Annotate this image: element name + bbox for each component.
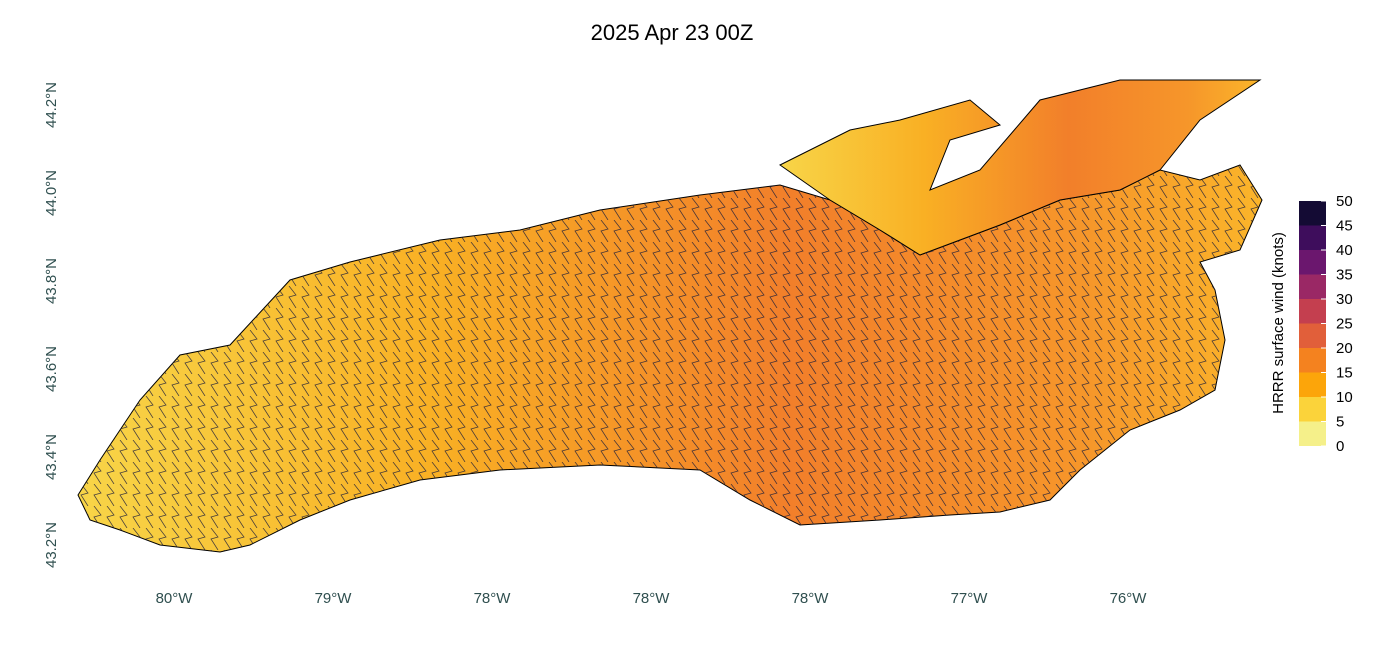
colorbar-band bbox=[1299, 348, 1326, 373]
x-axis-label: 78°W bbox=[633, 590, 671, 607]
lake bbox=[77, 79, 1263, 553]
colorbar-tick-label: 20 bbox=[1336, 340, 1353, 357]
x-axis-label: 78°W bbox=[474, 590, 512, 607]
x-axis-label: 76°W bbox=[1110, 590, 1148, 607]
y-axis-label: 43.4°N bbox=[43, 434, 60, 480]
map-title: 2025 Apr 23 00Z bbox=[591, 20, 754, 45]
colorbar-band bbox=[1299, 299, 1326, 324]
colorbar-tick-label: 45 bbox=[1336, 218, 1353, 235]
colorbar: HRRR surface wind (knots) bbox=[1270, 232, 1287, 414]
y-axis-label: 44.2°N bbox=[43, 82, 60, 128]
colorbar-band bbox=[1299, 201, 1326, 226]
y-axis-label: 43.8°N bbox=[43, 258, 60, 304]
colorbar-band bbox=[1299, 372, 1326, 397]
x-axis-label: 79°W bbox=[315, 590, 353, 607]
y-axis-label: 44.0°N bbox=[43, 170, 60, 216]
colorbar-tick-label: 15 bbox=[1336, 365, 1353, 382]
x-axis-label: 80°W bbox=[156, 590, 194, 607]
colorbar-tick-label: 5 bbox=[1336, 414, 1344, 431]
colorbar-band bbox=[1299, 323, 1326, 348]
colorbar-tick-label: 35 bbox=[1336, 267, 1353, 284]
colorbar-tick-label: 0 bbox=[1336, 438, 1344, 455]
x-axis-label: 78°W bbox=[792, 590, 830, 607]
y-axis-label: 43.6°N bbox=[43, 346, 60, 392]
colorbar-tick-label: 40 bbox=[1336, 242, 1353, 259]
y-axis-label: 43.2°N bbox=[43, 522, 60, 568]
colorbar-title: HRRR surface wind (knots) bbox=[1270, 232, 1287, 414]
colorbar-band bbox=[1299, 421, 1326, 446]
x-axis-label: 77°W bbox=[951, 590, 989, 607]
colorbar-band bbox=[1299, 225, 1326, 250]
colorbar-band bbox=[1299, 397, 1326, 422]
colorbar-tick-label: 50 bbox=[1336, 193, 1353, 210]
colorbar-tick-label: 30 bbox=[1336, 291, 1353, 308]
colorbar-tick-label: 10 bbox=[1336, 389, 1353, 406]
colorbar-tick-label: 25 bbox=[1336, 316, 1353, 333]
colorbar-band bbox=[1299, 250, 1326, 275]
colorbar-band bbox=[1299, 274, 1326, 299]
